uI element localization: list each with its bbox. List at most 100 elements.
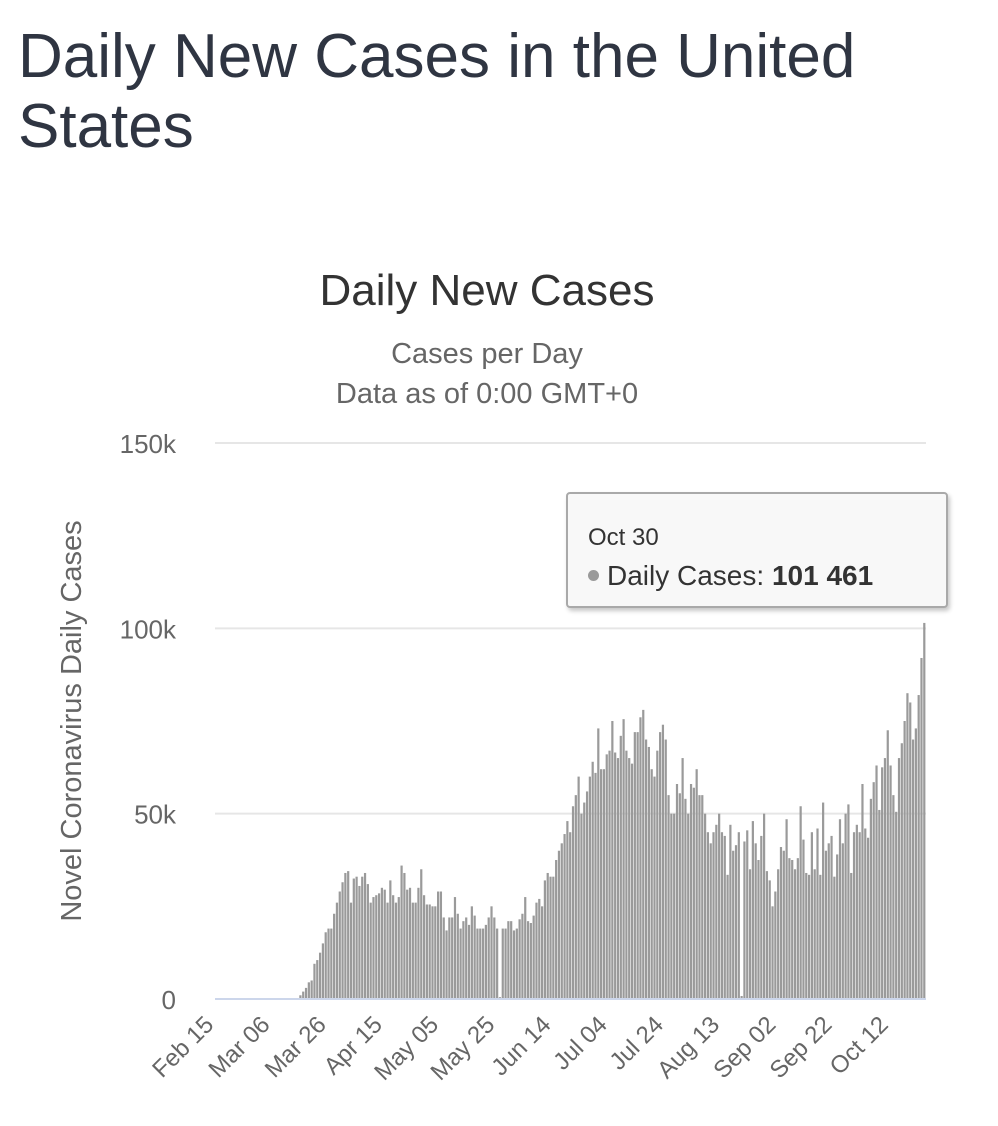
bar[interactable] <box>310 980 313 999</box>
bar[interactable] <box>805 872 808 999</box>
bar[interactable] <box>580 813 583 999</box>
bar[interactable] <box>521 913 524 999</box>
bar[interactable] <box>923 622 926 999</box>
bar[interactable] <box>608 750 611 999</box>
bar[interactable] <box>684 798 687 999</box>
bar[interactable] <box>706 832 710 999</box>
bar[interactable] <box>375 895 378 999</box>
bar[interactable] <box>529 923 532 999</box>
bar[interactable] <box>914 728 917 999</box>
bar[interactable] <box>392 895 395 999</box>
bar[interactable] <box>757 860 760 999</box>
bar[interactable] <box>577 776 580 999</box>
bar[interactable] <box>487 917 490 999</box>
bar[interactable] <box>369 902 372 999</box>
bar[interactable] <box>861 784 864 999</box>
bar[interactable] <box>866 837 870 999</box>
bar[interactable] <box>543 880 547 999</box>
bar[interactable] <box>406 889 409 999</box>
bar[interactable] <box>574 795 577 999</box>
bar[interactable] <box>847 804 850 999</box>
bar[interactable] <box>397 897 400 999</box>
bar[interactable] <box>557 850 561 999</box>
bar[interactable] <box>566 821 569 999</box>
bar[interactable] <box>535 902 538 999</box>
bar[interactable] <box>720 832 724 999</box>
bar[interactable] <box>524 897 527 999</box>
bar[interactable] <box>771 906 774 999</box>
bar[interactable] <box>630 763 634 999</box>
bar[interactable] <box>563 834 566 999</box>
bar[interactable] <box>726 874 729 999</box>
bar[interactable] <box>302 991 305 999</box>
bar[interactable] <box>538 898 541 999</box>
bar[interactable] <box>703 813 707 999</box>
bar[interactable] <box>647 746 650 999</box>
bar[interactable] <box>400 865 403 999</box>
bar[interactable] <box>796 858 799 999</box>
bar[interactable] <box>383 889 386 999</box>
bar[interactable] <box>723 835 726 999</box>
bar[interactable] <box>307 982 310 999</box>
bar[interactable] <box>422 895 426 999</box>
bar[interactable] <box>909 702 912 999</box>
bar[interactable] <box>650 769 653 999</box>
bar[interactable] <box>858 832 861 999</box>
bar[interactable] <box>659 732 662 999</box>
bar[interactable] <box>316 960 319 999</box>
bar[interactable] <box>740 996 743 999</box>
bar[interactable] <box>451 917 454 999</box>
bar[interactable] <box>448 917 451 999</box>
bar[interactable] <box>560 843 563 999</box>
bar[interactable] <box>765 871 769 999</box>
bar[interactable] <box>462 921 465 999</box>
bar[interactable] <box>347 871 350 999</box>
bar[interactable] <box>830 835 833 999</box>
bar[interactable] <box>833 876 836 999</box>
bar[interactable] <box>465 917 468 999</box>
bar[interactable] <box>872 782 875 999</box>
bar[interactable] <box>526 921 530 999</box>
bar[interactable] <box>417 887 420 999</box>
bar[interactable] <box>394 902 398 999</box>
bar[interactable] <box>540 906 544 999</box>
bar[interactable] <box>622 719 625 999</box>
bar[interactable] <box>321 943 324 999</box>
bar[interactable] <box>824 850 828 999</box>
bar[interactable] <box>614 752 617 999</box>
bar[interactable] <box>628 758 631 999</box>
bar[interactable] <box>819 874 822 999</box>
bar[interactable] <box>737 832 740 999</box>
bar[interactable] <box>670 813 673 999</box>
bar[interactable] <box>746 830 749 999</box>
bar[interactable] <box>378 893 381 999</box>
bar[interactable] <box>338 891 341 999</box>
bar[interactable] <box>501 928 504 999</box>
bar[interactable] <box>341 882 344 999</box>
bar[interactable] <box>507 921 510 999</box>
bar[interactable] <box>754 843 757 999</box>
bar[interactable] <box>304 987 308 999</box>
bar[interactable] <box>591 761 594 999</box>
bar[interactable] <box>785 819 788 999</box>
bar[interactable] <box>619 735 622 999</box>
bar[interactable] <box>886 730 889 999</box>
bar[interactable] <box>611 721 614 999</box>
bar[interactable] <box>459 928 462 999</box>
bar[interactable] <box>490 906 493 999</box>
bar[interactable] <box>571 806 575 999</box>
bar[interactable] <box>675 784 679 999</box>
bar[interactable] <box>453 897 457 999</box>
bar[interactable] <box>552 876 555 999</box>
bar[interactable] <box>838 819 842 999</box>
bar[interactable] <box>788 858 791 999</box>
bar[interactable] <box>555 860 558 999</box>
bar[interactable] <box>883 758 887 999</box>
bar[interactable] <box>484 924 487 999</box>
bar[interactable] <box>892 795 895 999</box>
bar[interactable] <box>763 813 766 999</box>
bar[interactable] <box>588 776 591 999</box>
bar[interactable] <box>715 824 718 999</box>
bar[interactable] <box>782 850 785 999</box>
